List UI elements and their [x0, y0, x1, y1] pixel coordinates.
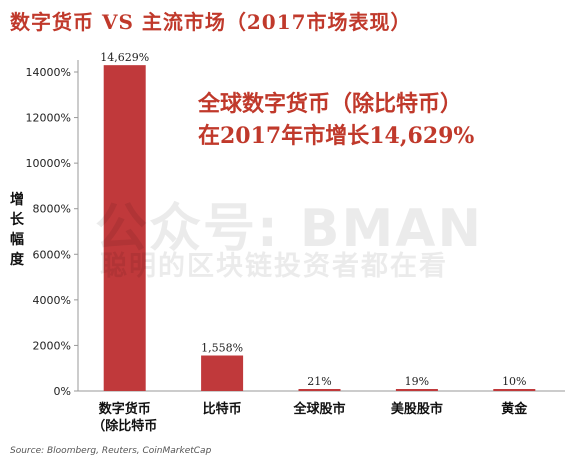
bar [103, 65, 146, 392]
watermark-line1: 公众号: BMAN [95, 199, 484, 259]
bar-value-label: 10% [502, 375, 526, 388]
y-axis-label-char: 幅 [10, 232, 24, 248]
annotation-line1: 全球数字货币（除比特币） [198, 91, 463, 117]
bar-value-label: 14,629% [100, 51, 149, 64]
bar-value-label: 21% [307, 375, 331, 388]
bar [395, 389, 438, 391]
y-tick-label: 0% [54, 385, 71, 398]
x-tick-label: 数字货币 [99, 401, 151, 417]
y-axis-label: 增 长 幅 度 [8, 190, 26, 270]
x-tick-label: 比特币 [203, 401, 242, 417]
y-axis-label-char: 长 [10, 212, 24, 228]
annotation-line2: 在2017年市增长14,629% [198, 123, 475, 149]
y-axis-label-char: 增 [10, 192, 24, 208]
bar-value-label: 19% [405, 375, 429, 388]
y-axis-label-char: 度 [10, 252, 24, 268]
watermark-line2: 聪明的区块链投资者都在看 [100, 251, 448, 282]
bar [201, 355, 244, 391]
x-tick-label: （除比特币 [92, 418, 157, 434]
x-tick-label: 黄金 [501, 401, 528, 417]
bar [493, 389, 536, 391]
chart-title: 数字货币 VS 主流市场（2017市场表现） [10, 10, 412, 34]
y-tick-label: 10000% [26, 157, 71, 170]
y-tick-label: 8000% [33, 203, 71, 216]
y-tick-label: 14000% [26, 66, 71, 79]
x-tick-label: 全球股市 [292, 401, 345, 417]
y-tick-label: 6000% [33, 248, 71, 261]
bar-value-label: 1,558% [201, 341, 243, 354]
bar [298, 389, 341, 391]
y-tick-label: 4000% [33, 294, 71, 307]
y-tick-label: 12000% [26, 112, 71, 125]
source-note: Source: Bloomberg, Reuters, CoinMarketCa… [10, 446, 212, 456]
y-tick-label: 2000% [33, 339, 71, 352]
x-tick-label: 美股股市 [391, 401, 443, 417]
